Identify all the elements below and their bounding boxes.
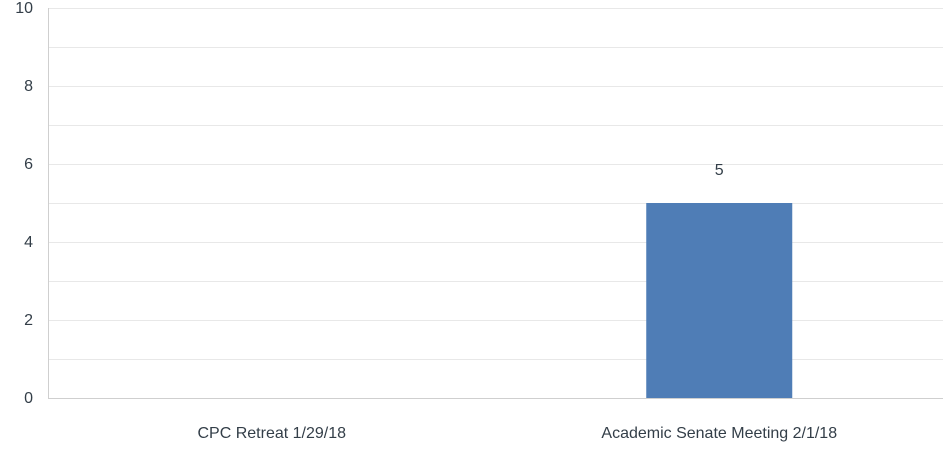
data-label: 5	[715, 162, 724, 179]
data-labels: 5	[715, 162, 724, 179]
x-tick-label: Academic Senate Meeting 2/1/18	[601, 425, 837, 442]
y-tick-label: 8	[24, 78, 33, 95]
gridlines	[48, 8, 943, 360]
y-tick-label: 4	[24, 234, 33, 251]
x-tick-labels: CPC Retreat 1/29/18 Academic Senate Meeti…	[197, 425, 837, 442]
bars	[646, 203, 793, 398]
y-tick-label: 2	[24, 312, 33, 329]
x-tick-label: CPC Retreat 1/29/18	[197, 425, 346, 442]
y-tick-label: 10	[15, 0, 33, 17]
axes	[48, 8, 943, 399]
y-tick-labels: 0 2 4 6 8 10	[15, 0, 33, 407]
y-tick-label: 0	[24, 390, 33, 407]
bar	[646, 203, 793, 398]
y-tick-label: 6	[24, 156, 33, 173]
